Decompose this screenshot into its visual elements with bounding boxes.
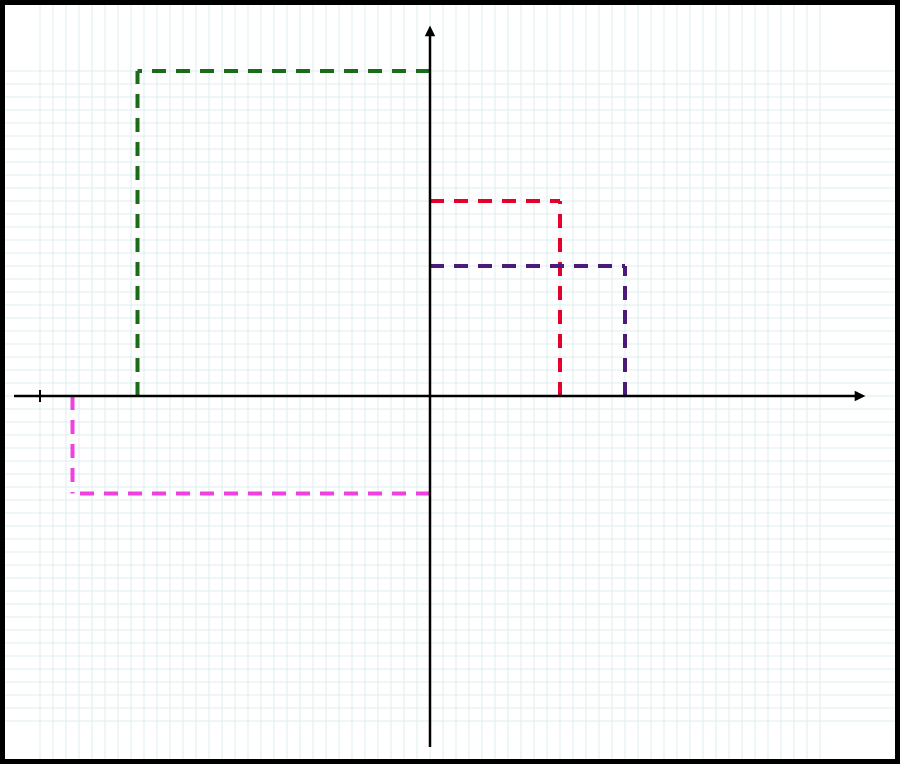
coordinate-plane-chart	[0, 0, 900, 764]
